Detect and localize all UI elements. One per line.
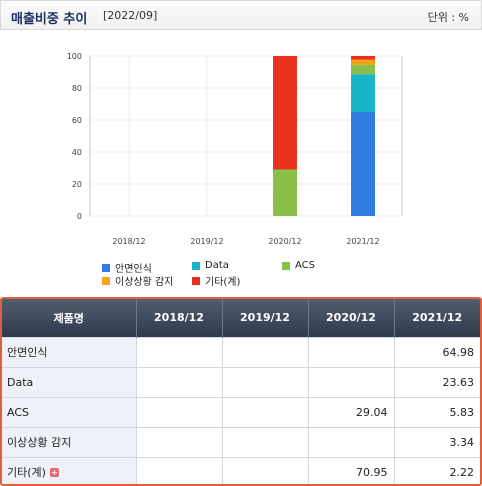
table-row: 안면인식 64.98 [2,336,480,367]
sales-share-chart: 0 20 40 60 80 100 2018/12 2019/12 2020/12 2021/12… [0,30,482,292]
table-cell [222,426,309,457]
table-cell [136,426,223,457]
y-tick-label: 80 [72,84,82,93]
table-header-row: 제품명 2018/12 2019/12 2020/12 2021/12 [2,299,480,337]
table-cell: 5.83 [394,396,480,427]
table-cell [222,396,309,427]
table-cell: 64.98 [394,336,480,367]
table-cell [136,396,223,427]
bar-segment [273,169,297,216]
column-header: 2021/12 [394,299,480,337]
legend-label: 이상상황 감지 [115,277,174,288]
table-cell: 23.63 [394,366,480,397]
column-header: 2018/12 [136,299,223,337]
legend-label: ACS [295,260,315,271]
table-cell [308,426,395,457]
product-name-label: 기타(계) [7,466,46,480]
product-name: 이상상황 감지 [2,426,137,457]
y-tick-label: 60 [72,116,82,125]
plot-area [89,55,403,217]
column-header: 제품명 [2,299,137,337]
table-cell [136,366,223,397]
table-cell: 3.34 [394,426,480,457]
table-row: 이상상황 감지 3.34 [2,426,480,457]
table-cell: 70.95 [308,456,395,484]
x-tick-label: 2020/12 [268,237,301,246]
chart-canvas: 0 20 40 60 80 100 2018/12 2019/12 2020/12 2021/12 [67,52,403,246]
table-row: 기타(계) 70.95 2.22 [2,456,480,484]
bar-segment [273,56,297,170]
plus-icon[interactable] [49,468,59,478]
unit-label: 단위 : % [427,11,469,24]
table-cell [308,336,395,367]
legend-item: 기타(계) [192,273,240,288]
product-name-expandable: 기타(계) [2,456,137,484]
column-header: 2019/12 [222,299,309,337]
product-name: ACS [2,396,137,427]
bar-segment [351,56,375,60]
table-cell [222,336,309,367]
table-cell: 29.04 [308,396,395,427]
legend-item: 이상상황 감지 [102,273,173,288]
y-tick-label: 40 [72,148,82,157]
bar-segment [351,64,375,75]
legend-swatch [282,261,290,270]
bar-segment [351,74,375,113]
section-title: 매출비중 추이 [11,12,88,27]
product-name: 안면인식 [2,336,137,367]
x-tick-label: 2018/12 [112,237,145,246]
sales-share-table: 제품명 2018/12 2019/12 2020/12 2021/12 안면인식… [0,297,482,486]
bar-segment [351,59,375,65]
x-tick-label: 2019/12 [190,237,223,246]
legend-swatch [102,276,110,285]
legend-label: 안면인식 [115,264,152,275]
table-cell [136,456,223,484]
legend-label: 기타(계) [205,277,241,288]
column-header: 2020/12 [308,299,395,337]
y-tick-label: 0 [77,212,82,221]
table-row: Data 23.63 [2,366,480,397]
table-cell [222,366,309,397]
table-cell [136,336,223,367]
legend-swatch [192,276,200,285]
period-label: [2022/09] [103,9,158,22]
y-tick-label: 20 [72,180,82,189]
x-tick-label: 2021/12 [346,237,379,246]
product-name: Data [2,366,137,397]
table-cell: 2.22 [394,456,480,484]
legend-item: Data [192,260,229,271]
legend-swatch [102,263,110,272]
table-row: ACS 29.04 5.83 [2,396,480,427]
table-cell [222,456,309,484]
y-tick-label: 100 [67,52,82,61]
bar-segment [351,112,375,216]
legend-swatch [192,261,200,270]
legend-item: 안면인식 [102,260,152,275]
legend-item: ACS [282,260,315,271]
table-cell [308,366,395,397]
legend-label: Data [205,260,229,271]
section-header: 매출비중 추이 [2022/09] 단위 : % [0,0,482,30]
